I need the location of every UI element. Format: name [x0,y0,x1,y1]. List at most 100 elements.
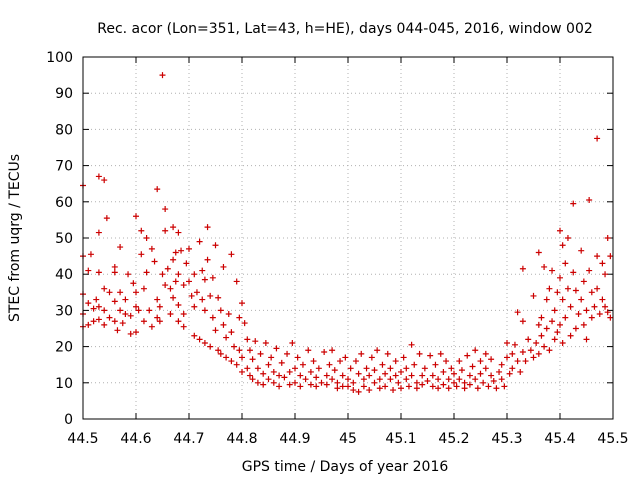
data-point [448,365,455,372]
data-point [456,376,463,383]
data-point [504,339,510,346]
data-point [599,260,606,267]
x-tick-label: 44.6 [120,431,151,447]
data-point [254,365,261,372]
data-point [506,370,513,377]
data-point [95,173,102,180]
data-point [559,339,566,346]
data-point [95,303,102,310]
data-point [599,296,606,303]
x-tick-label: 44.8 [226,431,257,447]
data-point [570,269,577,276]
data-point [162,282,169,289]
data-point [382,383,389,390]
data-point [119,320,126,327]
data-point [220,263,227,270]
data-point [95,269,102,276]
data-point [482,365,489,372]
data-point [321,349,328,356]
data-point [451,379,457,386]
data-point [360,376,367,383]
data-point [432,361,439,368]
data-point [413,385,420,392]
y-tick-label: 20 [55,340,73,356]
data-point [347,365,354,372]
data-point [482,350,489,357]
data-point [223,354,230,361]
data-point [440,368,447,375]
data-point [588,314,595,321]
y-axis-label: STEC from uqrg / TECUs [7,154,23,322]
data-point [101,177,108,184]
data-point [209,274,216,281]
data-point [270,379,277,386]
data-point [236,347,243,354]
data-point [461,379,468,386]
data-point [156,303,163,310]
data-point [334,379,341,386]
data-point [307,381,314,388]
data-point [384,350,391,357]
data-point [273,345,280,352]
data-point [85,321,92,328]
data-point [140,285,147,292]
data-point [509,365,516,372]
data-point [246,372,253,379]
data-point [403,376,410,383]
data-point [162,227,169,234]
data-point [233,361,240,368]
data-point [305,347,312,354]
data-point [201,307,208,314]
data-point [175,229,182,236]
data-point [135,307,142,314]
data-point [366,387,373,394]
data-point [154,186,161,193]
data-point [445,385,452,392]
data-point [472,347,479,354]
data-point [170,256,177,263]
data-point [292,379,298,386]
data-point [244,365,251,372]
data-point [154,314,161,321]
data-point [525,336,532,343]
data-point [140,318,147,325]
data-point [578,296,585,303]
data-point [270,368,277,375]
data-point [451,370,457,377]
data-point [564,235,571,241]
data-point [257,350,264,357]
data-point [297,372,304,379]
data-point [387,376,394,383]
data-point [607,314,614,321]
data-point [594,253,601,260]
data-point [148,323,155,330]
data-point [559,296,566,303]
data-point [146,307,153,314]
data-point [557,227,563,234]
data-point [172,278,179,285]
data-point [575,311,582,318]
data-point [416,350,423,357]
data-point [186,245,192,252]
data-point [360,383,367,390]
y-tick-labels: 0 10 20 30 40 50 60 70 80 90 100 [46,50,73,428]
data-point [352,358,359,365]
data-point [196,238,203,245]
data-point [217,307,224,314]
data-point [567,303,574,310]
x-tick-label: 44.7 [173,431,204,447]
data-point [313,374,320,381]
data-point [519,265,526,272]
data-point [466,381,473,388]
data-point [355,370,362,377]
data-point [138,227,145,234]
data-point [421,365,428,372]
data-point [392,372,399,379]
data-point [551,336,558,343]
data-point [299,361,306,368]
data-point [207,343,214,350]
data-point [522,358,529,365]
data-point [133,329,139,336]
data-point [557,321,563,328]
data-point [466,372,473,379]
